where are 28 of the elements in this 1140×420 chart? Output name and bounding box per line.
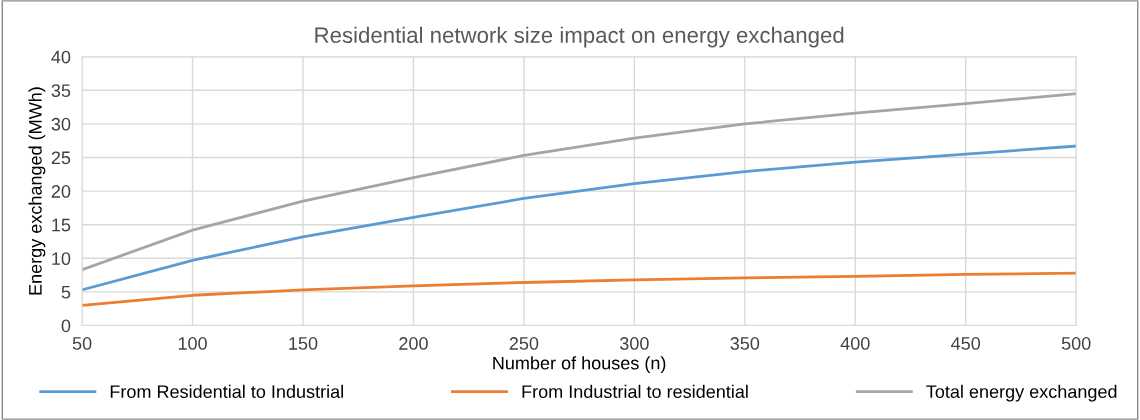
y-tick-label: 20 bbox=[51, 185, 71, 198]
x-axis-title: Number of houses (n) bbox=[493, 356, 666, 374]
legend-label: Total energy exchanged bbox=[926, 384, 1117, 402]
x-tick-label: 400 bbox=[840, 337, 870, 350]
y-axis-title: Energy exchanged (MWh) bbox=[28, 87, 46, 295]
x-tick-label: 300 bbox=[619, 337, 649, 350]
y-tick-label: 35 bbox=[51, 84, 71, 98]
y-tick-label: 5 bbox=[61, 286, 71, 299]
y-tick-label: 0 bbox=[61, 319, 71, 333]
chart-title: Residential network size impact on energy exchanged bbox=[315, 26, 844, 48]
line-series bbox=[82, 92, 1077, 272]
x-tick-label: 350 bbox=[730, 337, 760, 350]
x-tick-label: 100 bbox=[178, 337, 207, 350]
x-tick-label: 50 bbox=[72, 337, 92, 350]
y-tick-label: 25 bbox=[51, 151, 71, 165]
legend-label: From Industrial to residential bbox=[522, 384, 748, 399]
line-series bbox=[82, 144, 1077, 292]
x-tick-label: 500 bbox=[1061, 337, 1091, 350]
x-tick-label: 200 bbox=[399, 337, 428, 350]
y-tick-label: 30 bbox=[51, 117, 71, 131]
x-tick-label: 450 bbox=[951, 337, 981, 350]
x-tick-label: 250 bbox=[509, 337, 539, 350]
y-tick-label: 40 bbox=[51, 50, 71, 64]
x-tick-label: 150 bbox=[289, 337, 318, 350]
line-series bbox=[82, 271, 1077, 307]
y-tick-label: 10 bbox=[52, 252, 71, 266]
y-tick-label: 15 bbox=[52, 218, 71, 232]
legend-label: From Residential to Industrial bbox=[110, 384, 343, 399]
